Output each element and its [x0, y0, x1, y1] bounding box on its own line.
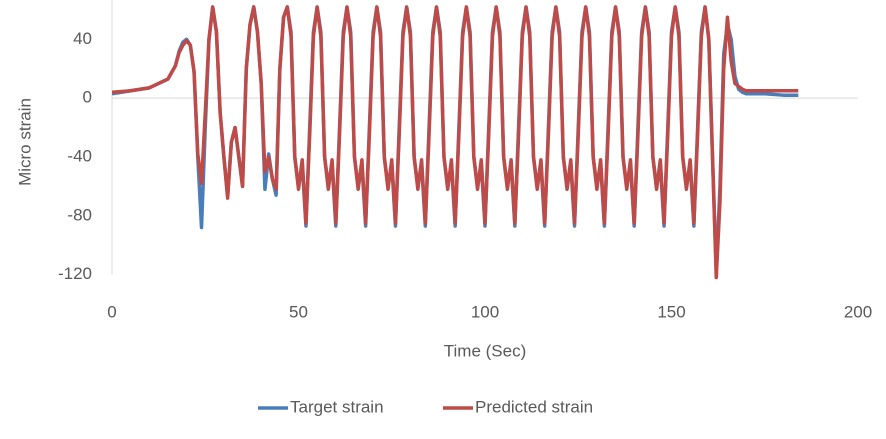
series-line	[112, 5, 799, 280]
y-tick-label: 40	[73, 29, 92, 48]
y-tick-label: 0	[83, 88, 92, 107]
y-tick-label: -80	[67, 205, 92, 224]
legend-label: Predicted strain	[475, 397, 593, 416]
y-tick-label: -40	[67, 146, 92, 165]
y-axis-title: Micro strain	[15, 98, 34, 186]
x-tick-label: 100	[471, 302, 499, 321]
x-tick-label: 50	[289, 302, 308, 321]
x-tick-label: 0	[107, 302, 116, 321]
x-tick-label: 150	[657, 302, 685, 321]
plot-area	[112, 5, 799, 280]
y-tick-label: -120	[58, 264, 92, 283]
series-line	[112, 5, 799, 274]
x-tick-label: 200	[844, 302, 872, 321]
legend-label: Target strain	[290, 397, 384, 416]
x-axis-title: Time (Sec)	[444, 341, 527, 360]
